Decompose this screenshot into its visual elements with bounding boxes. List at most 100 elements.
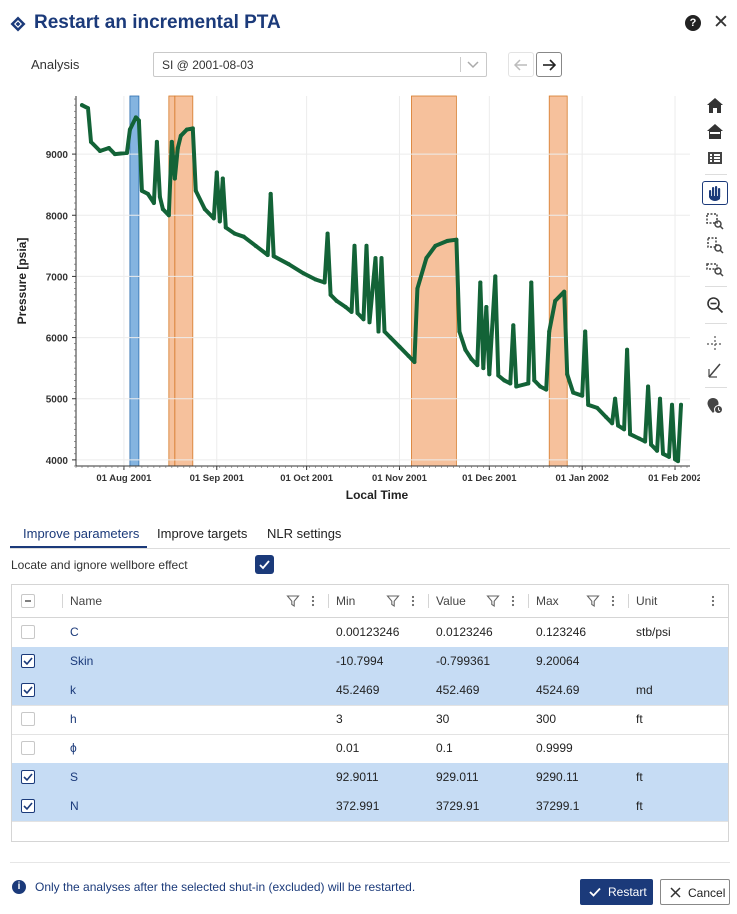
column-header-value[interactable]: Value	[428, 585, 528, 617]
zoom-out-button[interactable]	[702, 293, 728, 317]
pressure-data-point	[613, 396, 618, 401]
column-header-name[interactable]: Name	[62, 585, 328, 617]
cell-min: 92.9011	[336, 770, 379, 784]
row-checkbox[interactable]	[21, 799, 35, 813]
home-icon	[707, 98, 723, 113]
column-header-unit[interactable]: Unit	[628, 585, 728, 617]
analysis-select[interactable]: SI @ 2001-08-03	[153, 52, 487, 77]
line-tool-button[interactable]	[702, 358, 728, 382]
previous-analysis-button[interactable]	[508, 52, 534, 77]
pressure-data-point	[268, 191, 273, 196]
line-tool-icon	[708, 363, 721, 378]
x-tick-label: 01 Feb 2002	[648, 473, 700, 484]
pressure-data-point	[604, 415, 609, 420]
pressure-data-point	[175, 145, 180, 150]
marker-button[interactable]	[702, 394, 728, 418]
pressure-data-point	[133, 115, 138, 120]
pressure-data-point	[583, 329, 588, 334]
pressure-data-point	[241, 234, 246, 239]
home-button[interactable]	[702, 94, 728, 118]
table-row[interactable]: N 372.991 3729.91 37299.1 ft	[12, 792, 728, 822]
pressure-data-point	[301, 271, 306, 276]
table-row[interactable]: S 92.9011 929.011 9290.11 ft	[12, 763, 728, 793]
row-checkbox[interactable]	[21, 625, 35, 639]
close-button[interactable]: ✕	[713, 12, 729, 33]
filter-icon[interactable]	[286, 594, 300, 608]
pan-button[interactable]	[702, 181, 728, 205]
y-tick-label: 9000	[46, 150, 69, 161]
column-divider	[328, 594, 329, 608]
row-checkbox[interactable]	[21, 683, 35, 697]
zoom-x-button[interactable]	[702, 233, 728, 257]
pressure-data-point	[373, 256, 378, 261]
y-tick-label: 6000	[46, 334, 69, 345]
pressure-data-point	[364, 243, 369, 248]
column-menu-icon[interactable]	[606, 594, 620, 608]
tab-improve-parameters[interactable]: Improve parameters	[23, 526, 140, 541]
toolbar-divider	[705, 323, 727, 324]
pressure-data-point	[646, 384, 651, 389]
cell-unit: ft	[636, 799, 643, 813]
row-checkbox[interactable]	[21, 770, 35, 784]
chevron-down-icon[interactable]	[465, 55, 481, 73]
pressure-chart[interactable]: 4000 5000 6000 7000 8000 9000 01 Aug 2001 01 Se…	[0, 88, 702, 508]
y-axis-title: Pressure [psia]	[15, 238, 29, 325]
filter-icon[interactable]	[586, 594, 600, 608]
column-header-min[interactable]: Min	[328, 585, 428, 617]
pressure-data-point	[670, 402, 675, 407]
arrow-left-icon	[514, 59, 527, 71]
pressure-data-point	[151, 201, 156, 206]
filter-icon[interactable]	[386, 594, 400, 608]
pressure-data-point	[325, 231, 330, 236]
tab-nlr-settings[interactable]: NLR settings	[267, 526, 342, 541]
column-menu-icon[interactable]	[406, 594, 420, 608]
help-button[interactable]: ?	[685, 15, 701, 31]
column-menu-icon[interactable]	[706, 594, 720, 608]
home-icon	[707, 124, 723, 139]
column-header-max[interactable]: Max	[528, 585, 628, 617]
filter-icon[interactable]	[486, 594, 500, 608]
locate-wellbore-checkbox[interactable]	[255, 555, 274, 574]
crosshair-button[interactable]	[702, 332, 728, 356]
restart-button[interactable]: Restart	[580, 879, 653, 905]
home-alt-button[interactable]	[702, 120, 728, 144]
column-menu-icon[interactable]	[506, 594, 520, 608]
cell-max: 37299.1	[536, 799, 580, 813]
column-divider	[428, 594, 429, 608]
cell-min: 45.2469	[336, 683, 380, 697]
toolbar-divider	[705, 387, 727, 388]
table-row[interactable]: Skin -10.7994 -0.799361 9.20064	[12, 647, 728, 677]
pressure-data-point	[178, 133, 183, 138]
table-row[interactable]: ϕ 0.01 0.1 0.9999	[12, 734, 728, 764]
table-row[interactable]: C 0.00123246 0.0123246 0.123246 stb/psi	[12, 618, 728, 648]
cell-value: 452.469	[436, 683, 480, 697]
column-menu-icon[interactable]	[306, 594, 320, 608]
tab-improve-targets[interactable]: Improve targets	[157, 526, 248, 541]
cell-unit: stb/psi	[636, 625, 671, 639]
info-icon: i	[12, 880, 26, 894]
pressure-data-point	[286, 262, 291, 267]
checkmark-icon	[23, 686, 33, 695]
table-row[interactable]: k 45.2469 452.469 4524.69 md	[12, 676, 728, 706]
select-all-checkbox[interactable]	[21, 594, 35, 608]
zoom-y-button[interactable]	[702, 257, 728, 281]
row-checkbox[interactable]	[21, 712, 35, 726]
restart-button-label: Restart	[608, 885, 647, 899]
zoom-box-button[interactable]	[702, 209, 728, 233]
pressure-data-point	[616, 423, 621, 428]
pressure-data-point	[154, 139, 159, 144]
column-header-label: Max	[536, 594, 559, 608]
row-checkbox[interactable]	[21, 654, 35, 668]
pressure-data-point	[538, 384, 543, 389]
dialog-title: Restart an incremental PTA	[34, 12, 281, 33]
pressure-data-point	[526, 381, 531, 386]
list-button[interactable]	[702, 146, 728, 170]
cell-max: 300	[536, 712, 557, 726]
cancel-button[interactable]: Cancel	[660, 879, 730, 905]
pressure-data-point	[544, 387, 549, 392]
next-analysis-button[interactable]	[536, 52, 562, 77]
table-row[interactable]: h 3 30 300 ft	[12, 705, 728, 735]
row-checkbox[interactable]	[21, 741, 35, 755]
x-tick-label: 01 Aug 2001	[96, 473, 152, 484]
cell-name: Skin	[70, 654, 94, 668]
